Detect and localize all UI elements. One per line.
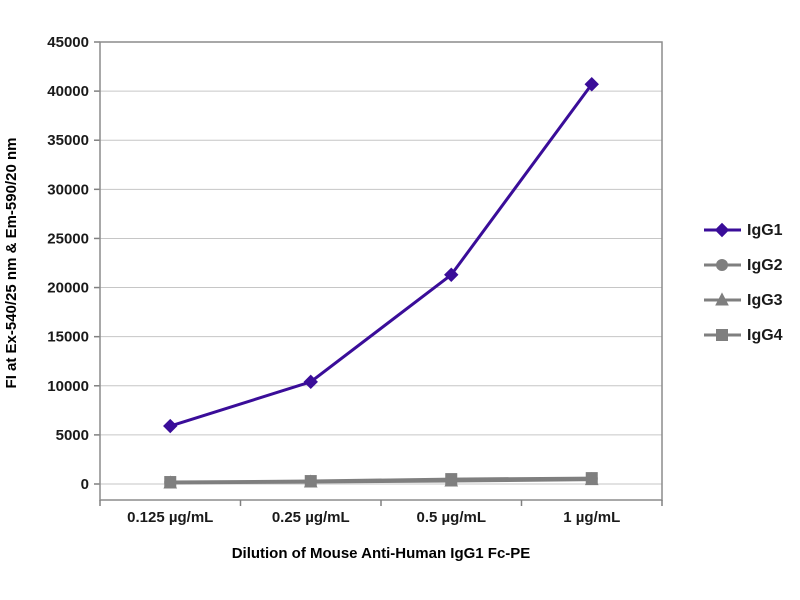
legend-label-igg2: IgG2 xyxy=(747,257,783,274)
y-tick-label: 15000 xyxy=(47,329,89,346)
plot-border xyxy=(99,41,663,501)
y-tick-label: 40000 xyxy=(47,83,89,100)
series-line-igg2 xyxy=(170,477,592,485)
legend-igg3-triangle-icon xyxy=(715,292,729,306)
legend-igg1-diamond-icon xyxy=(714,222,730,238)
y-tick-label: 45000 xyxy=(47,34,89,51)
y-tick-label: 30000 xyxy=(47,181,89,198)
legend-label-igg3: IgG3 xyxy=(747,292,783,309)
legend xyxy=(704,222,741,341)
marker-igg2-circle-icon xyxy=(445,473,458,486)
y-tick-label: 0 xyxy=(81,476,89,493)
y-axis-title: FI at Ex-540/25 nm & Em-590/20 nm xyxy=(3,138,20,389)
y-tick-label: 35000 xyxy=(47,132,89,149)
series-line-igg1 xyxy=(169,83,593,428)
marker-igg2-circle-icon xyxy=(304,475,317,488)
marker-igg1-diamond-icon xyxy=(163,418,178,434)
x-tick-label: 0.5 µg/mL xyxy=(417,509,487,526)
legend-igg4-square-icon xyxy=(716,329,728,341)
marker-igg1-diamond-icon xyxy=(444,267,459,282)
x-tick-label: 0.25 µg/mL xyxy=(272,509,350,526)
marker-igg1-diamond-icon xyxy=(584,77,599,92)
y-tick-label: 5000 xyxy=(56,427,89,444)
marker-igg2-circle-icon xyxy=(585,472,598,485)
marker-igg1-diamond-icon xyxy=(303,374,318,390)
x-axis-title: Dilution of Mouse Anti-Human IgG1 Fc-PE xyxy=(232,545,531,562)
marker-igg2-circle-icon xyxy=(164,476,177,489)
y-tick-label: 10000 xyxy=(47,378,89,395)
legend-label-igg4: IgG4 xyxy=(747,327,783,344)
legend-label-igg1: IgG1 xyxy=(747,222,783,239)
x-tick-label: 1 µg/mL xyxy=(563,509,620,526)
legend-igg2-circle-icon xyxy=(716,259,728,271)
y-tick-label: 25000 xyxy=(47,230,89,247)
plot-layer: 0 5000 10000 15000 20000 25000 30000 35000 40000… xyxy=(47,34,663,526)
y-tick-label: 20000 xyxy=(47,280,89,297)
x-tick-label: 0.125 µg/mL xyxy=(127,509,213,526)
